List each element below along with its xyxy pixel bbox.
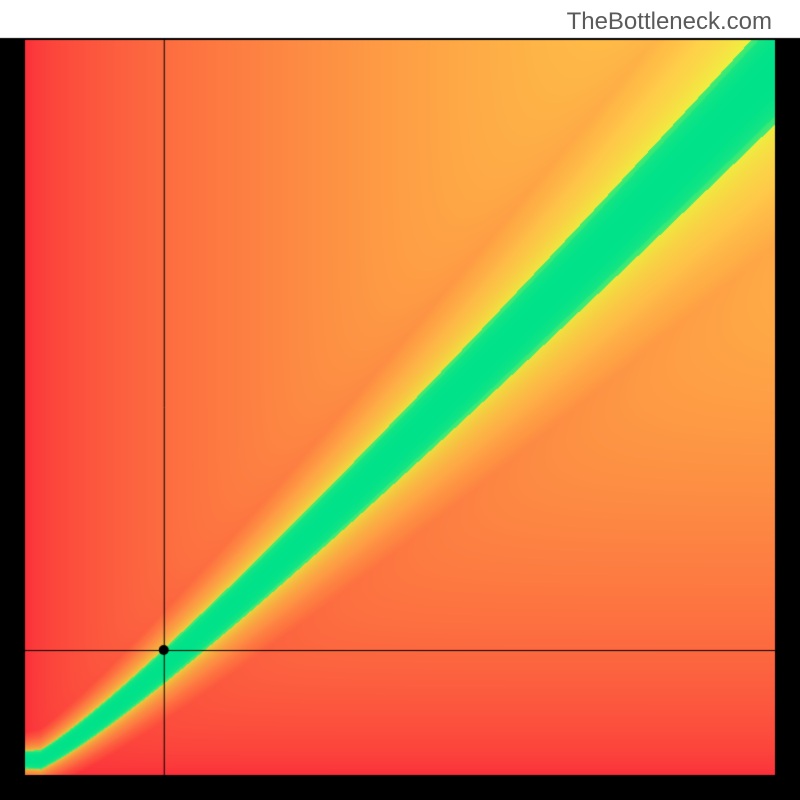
- bottleneck-heatmap: [0, 0, 800, 800]
- chart-container: TheBottleneck.com: [0, 0, 800, 800]
- watermark-text: TheBottleneck.com: [567, 8, 772, 36]
